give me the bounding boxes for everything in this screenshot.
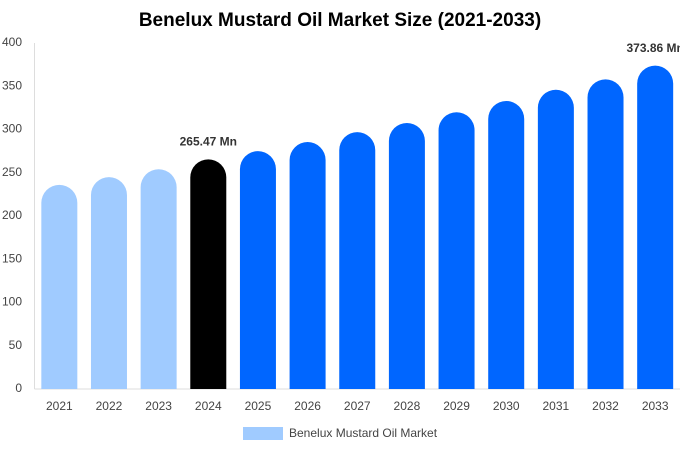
x-tick-label: 2024 (195, 399, 222, 413)
y-tick-label: 0 (15, 381, 22, 395)
bar (90, 177, 127, 389)
x-tick-label: 2032 (592, 399, 619, 413)
bar (537, 89, 574, 389)
x-tick-label: 2029 (443, 399, 470, 413)
bar (438, 112, 475, 389)
y-tick-label: 350 (2, 78, 22, 92)
bar (587, 79, 624, 389)
x-tick-label: 2031 (543, 399, 570, 413)
value-label: 265.47 Mn (180, 135, 237, 149)
x-tick-label: 2022 (96, 399, 123, 413)
chart-title: Benelux Mustard Oil Market Size (2021-20… (139, 10, 541, 31)
x-tick-label: 2027 (344, 399, 371, 413)
bar (339, 132, 376, 389)
bar (41, 184, 78, 389)
y-tick-label: 200 (2, 208, 22, 222)
y-tick-label: 50 (9, 338, 23, 352)
x-tick-label: 2023 (145, 399, 172, 413)
x-tick-label: 2026 (294, 399, 321, 413)
y-tick-label: 300 (2, 122, 22, 136)
bar (637, 65, 674, 390)
bar (488, 100, 525, 389)
y-tick-label: 250 (2, 165, 22, 179)
bar (289, 142, 326, 389)
x-tick-label: 2033 (642, 399, 669, 413)
x-tick-label: 2030 (493, 399, 520, 413)
y-tick-label: 150 (2, 251, 22, 265)
x-tick-label: 2025 (245, 399, 272, 413)
x-tick-label: 2021 (46, 399, 73, 413)
bar (388, 123, 425, 389)
y-tick-label: 100 (2, 295, 22, 309)
bar (190, 159, 227, 389)
bar (239, 151, 276, 389)
legend-swatch (243, 427, 283, 440)
x-tick-label: 2028 (394, 399, 421, 413)
bar (140, 169, 177, 389)
legend-label: Benelux Mustard Oil Market (289, 426, 438, 440)
y-tick-label: 400 (2, 35, 22, 49)
value-label: 373.86 Mn (626, 41, 680, 55)
